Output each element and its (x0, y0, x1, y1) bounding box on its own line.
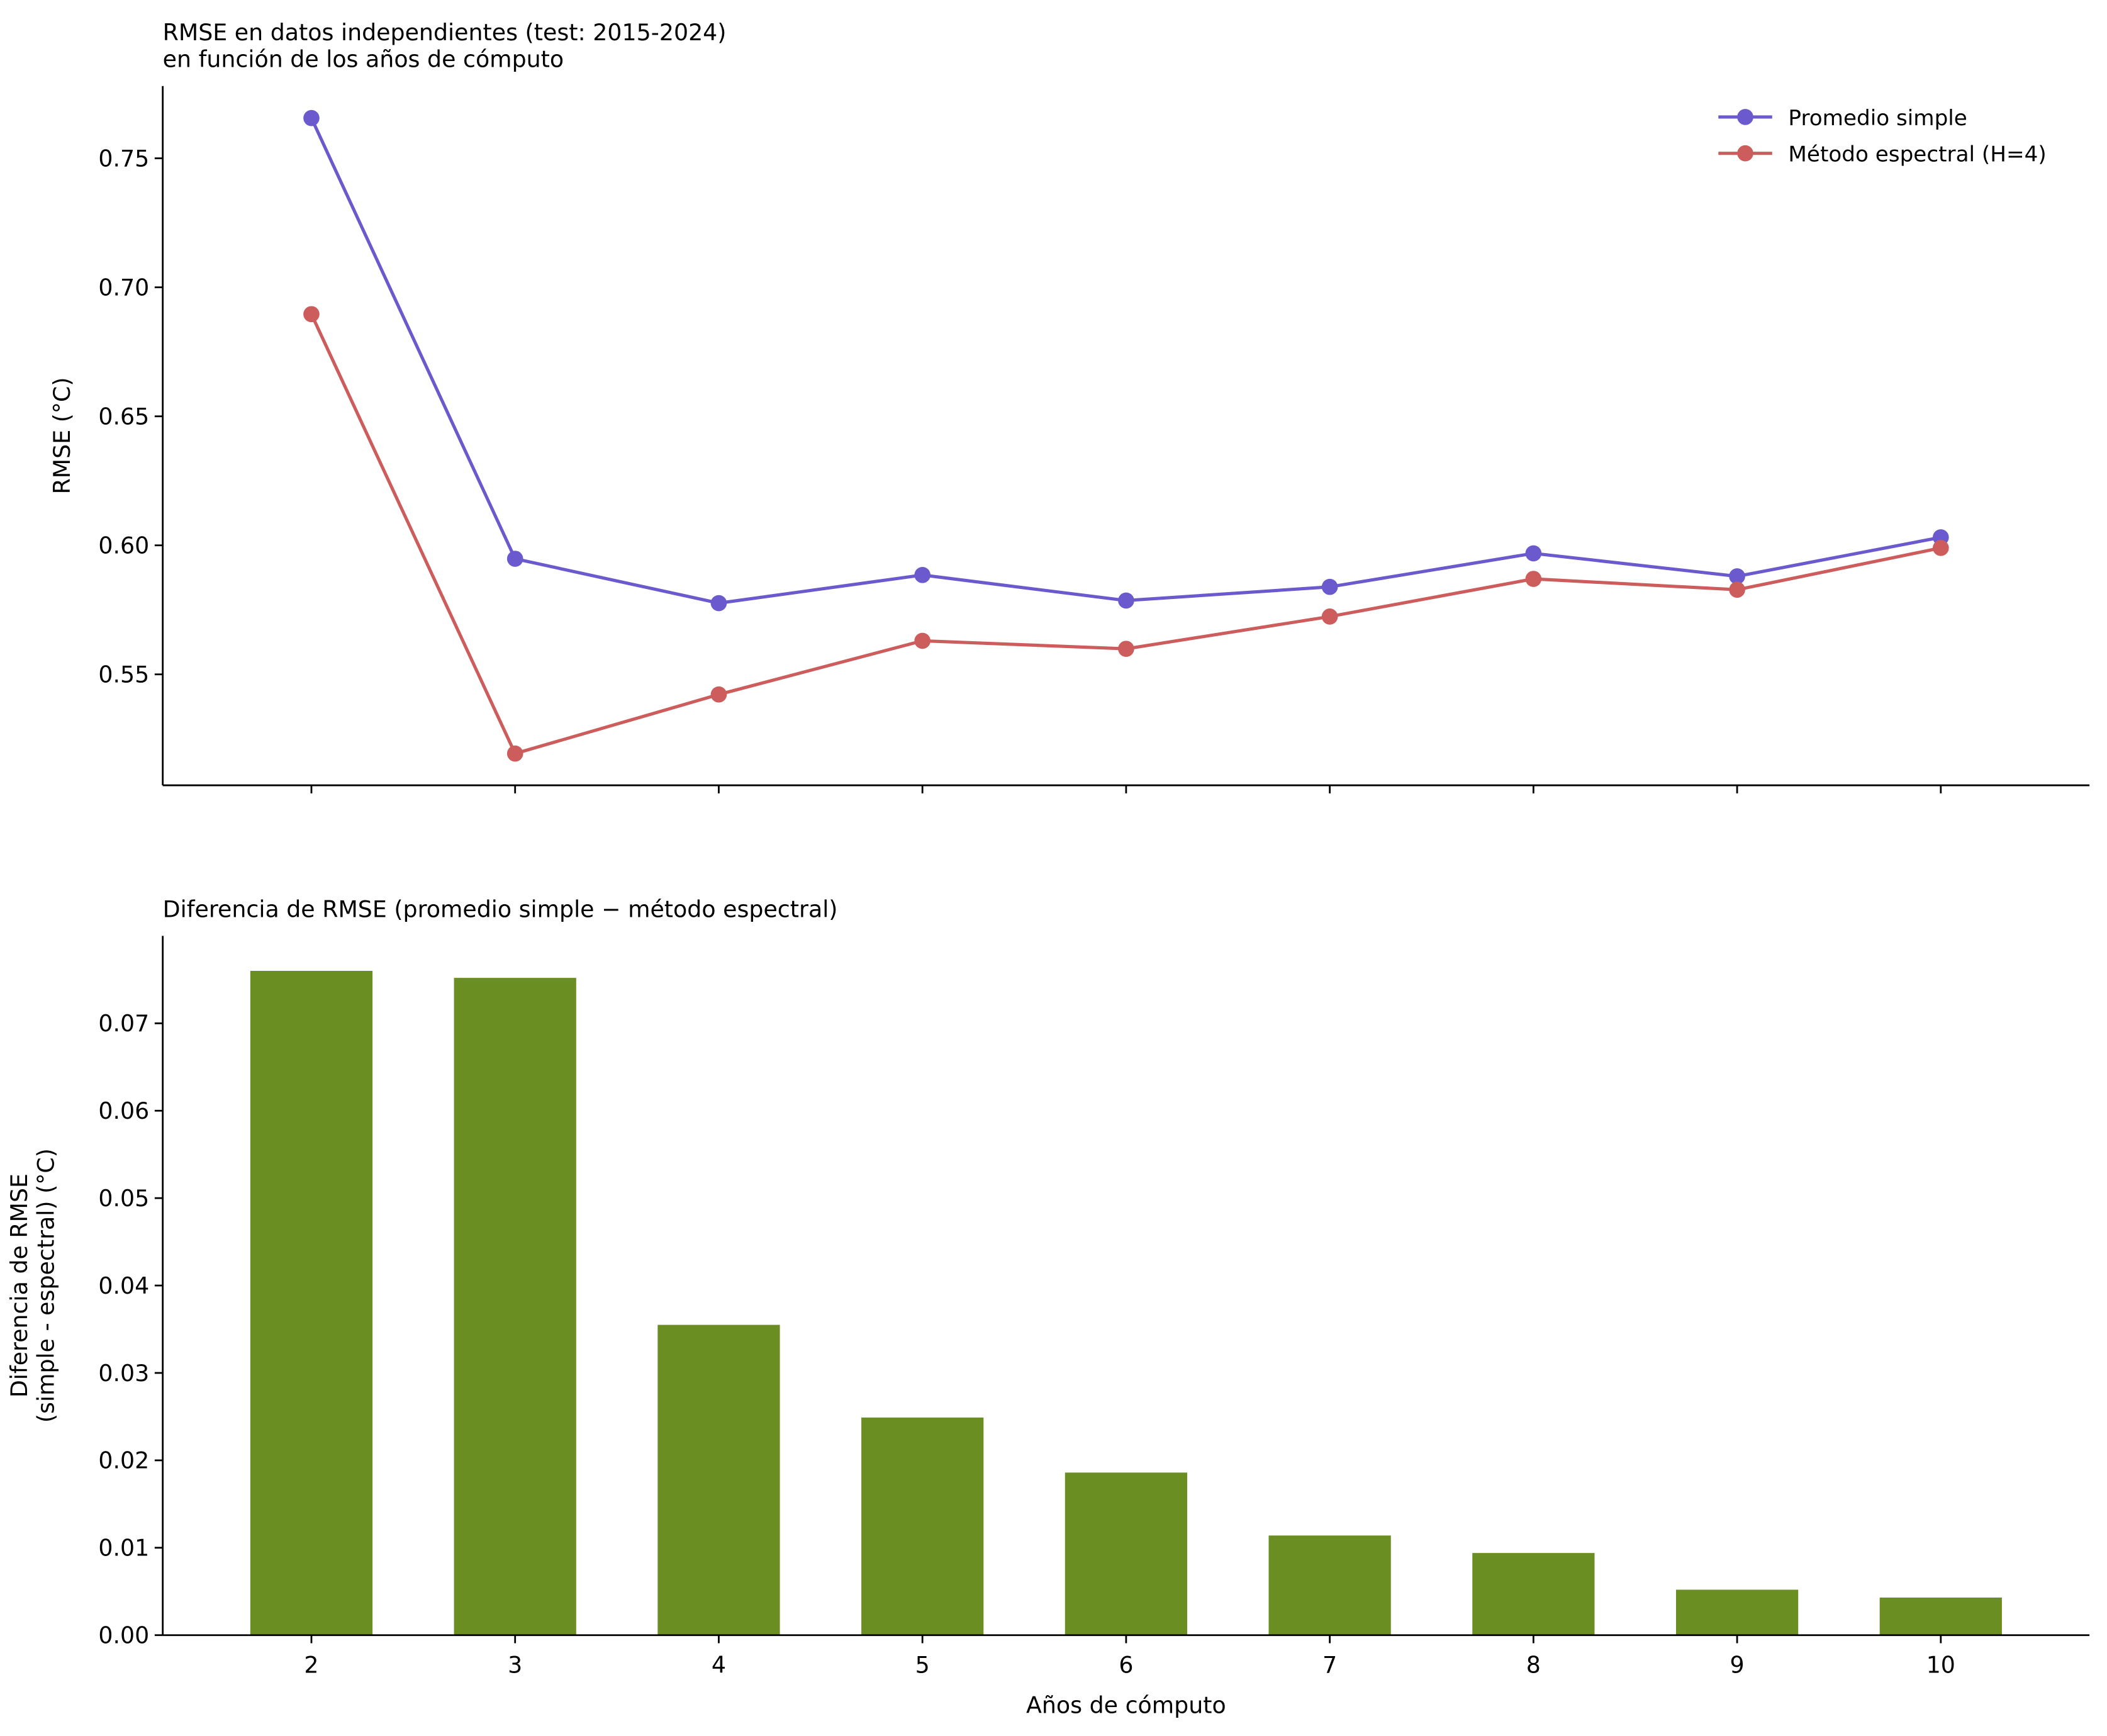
x-axis-label: Años de cómputo (1026, 1692, 1226, 1719)
y-tick-label: 0.75 (98, 145, 149, 172)
marker (710, 686, 727, 703)
x-tick-label: 6 (1119, 1652, 1133, 1679)
line (310, 313, 1942, 756)
bar (657, 1324, 780, 1635)
y-label-group: RMSE (°C) (48, 377, 75, 494)
bar (861, 1417, 984, 1635)
y-tick-label: 0.04 (98, 1272, 149, 1299)
bar (1675, 1589, 1799, 1635)
bar (250, 970, 373, 1635)
y-tick-label: 0.06 (98, 1097, 149, 1124)
y-axis-label: Diferencia de RMSE(simple - espectral) (… (6, 1148, 60, 1423)
bar (454, 978, 576, 1635)
x-tick-label: 9 (1730, 1652, 1745, 1679)
y-tick-label: 0.65 (98, 403, 149, 430)
chart-title: RMSE en datos independientes (test: 2015… (163, 19, 727, 73)
bar (1879, 1597, 2002, 1635)
y-tick-label: 0.55 (98, 661, 149, 688)
x-tick-label: 10 (1926, 1652, 1955, 1679)
y-tick-label: 0.70 (98, 274, 149, 301)
y-label-group: Diferencia de RMSE(simple - espectral) (… (6, 1148, 60, 1423)
bar (1268, 1535, 1391, 1635)
y-tick-label: 0.60 (98, 532, 149, 559)
y-tick-label: 0.05 (98, 1185, 149, 1212)
marker (1118, 641, 1134, 657)
y-tick-label: 0.07 (98, 1010, 149, 1037)
x-tick-label: 4 (712, 1652, 726, 1679)
y-tick-label: 0.02 (98, 1447, 149, 1474)
marker (1321, 578, 1338, 595)
marker (1729, 568, 1745, 585)
y-tick-label: 0.01 (98, 1535, 149, 1562)
marker (1729, 581, 1745, 598)
legend-label: Método espectral (H=4) (1788, 142, 2046, 167)
bar (1065, 1472, 1188, 1635)
marker (914, 632, 931, 649)
marker (1321, 608, 1338, 625)
marker (303, 109, 320, 126)
chart-title: Diferencia de RMSE (promedio simple − mé… (163, 896, 838, 923)
marker (303, 306, 320, 323)
marker (710, 595, 727, 612)
marker (1932, 539, 1949, 556)
x-tick-label: 5 (915, 1652, 930, 1679)
legend-marker (1737, 145, 1753, 162)
marker (914, 567, 931, 583)
x-tick-label: 3 (508, 1652, 522, 1679)
marker (1525, 571, 1542, 587)
legend-label: Promedio simple (1788, 106, 1967, 131)
x-tick-label: 8 (1526, 1652, 1541, 1679)
x-tick-label: 7 (1322, 1652, 1337, 1679)
y-tick-label: 0.00 (98, 1622, 149, 1649)
line (310, 117, 1942, 605)
y-tick-label: 0.03 (98, 1360, 149, 1387)
bar (1472, 1553, 1595, 1635)
legend-marker (1737, 109, 1753, 125)
marker (1118, 592, 1134, 609)
marker (1525, 545, 1542, 562)
marker (506, 551, 523, 567)
x-tick-label: 2 (304, 1652, 318, 1679)
marker (506, 745, 523, 762)
y-axis-label: RMSE (°C) (48, 377, 75, 494)
